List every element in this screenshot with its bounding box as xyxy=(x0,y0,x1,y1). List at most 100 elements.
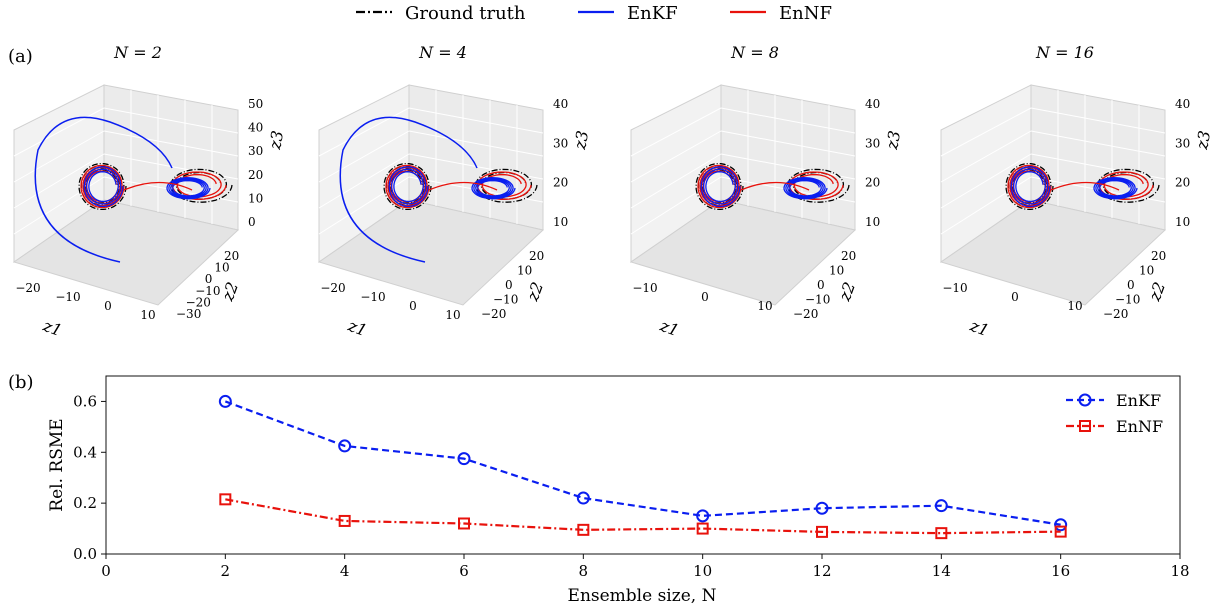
y-axis-ticks: 0.0 0.2 0.4 0.6 xyxy=(73,392,106,563)
x-tick-label: 0 xyxy=(409,299,417,313)
ennf-transition xyxy=(1050,181,1120,191)
grid-line xyxy=(103,107,239,134)
z-tick-label: 10 xyxy=(553,215,568,229)
legend-ennf-label: EnNF xyxy=(779,3,832,24)
data-point-ennf xyxy=(338,514,351,527)
data-point-enkf xyxy=(218,394,232,408)
y-axis-label: Rel. RSME xyxy=(47,418,67,511)
x-tick-label: −10 xyxy=(360,290,385,304)
rmse-plot-frame xyxy=(105,375,1181,555)
z-tick-label: 30 xyxy=(1175,136,1190,150)
y-tick-label: −20 xyxy=(481,307,506,321)
legend-ground-truth-label: Ground truth xyxy=(405,3,526,24)
top-legend: Ground truth EnKF EnNF xyxy=(356,3,832,24)
data-point-enkf xyxy=(934,499,948,513)
y-tick-label: 0 xyxy=(817,278,825,292)
y-tick-label: 0.6 xyxy=(73,392,97,410)
z-tick-label: 30 xyxy=(865,136,880,150)
z-tick-label: 30 xyxy=(248,144,263,158)
x-tick-label: 10 xyxy=(757,299,772,313)
y-tick-label: 0 xyxy=(505,278,513,292)
x-tick-label: −20 xyxy=(15,281,40,295)
z-axis-label: z3 xyxy=(570,129,592,152)
x-axis-label: z1 xyxy=(967,316,992,341)
grid-line xyxy=(940,107,1032,157)
grid-line xyxy=(408,107,544,134)
y-tick-label: 0.2 xyxy=(73,494,97,512)
x-axis-label: z1 xyxy=(40,316,65,341)
data-point-enkf xyxy=(576,491,590,505)
rmse-plot: 0 2 4 6 8 10 12 14 16 18 0.0 0.2 0.4 0.6 Ensemble si… xyxy=(47,375,1190,606)
data-point-ennf xyxy=(458,517,470,530)
x-tick-label: −10 xyxy=(55,290,80,304)
z-axis-label: z3 xyxy=(1192,129,1214,152)
x-tick-label: 0 xyxy=(701,290,709,304)
rmse-legend-enkf-label: EnKF xyxy=(1116,391,1161,410)
ground-truth-trajectory xyxy=(170,168,233,203)
panel-title: N = 8 xyxy=(730,43,779,62)
grid-line xyxy=(630,107,722,157)
grid-line xyxy=(103,130,239,157)
x-tick-label: 0 xyxy=(1011,290,1019,304)
pane-floor xyxy=(317,199,545,306)
panel-a-label: (a) xyxy=(8,46,33,67)
data-point-ennf xyxy=(219,493,232,506)
data-point-enkf xyxy=(338,439,352,453)
grid-line xyxy=(318,130,410,183)
enkf-trajectory xyxy=(388,166,429,208)
panel-b-label: (b) xyxy=(8,372,34,393)
x-tick-label: 10 xyxy=(1067,299,1082,313)
y-tick-label: −20 xyxy=(186,295,211,309)
y-tick-label: −30 xyxy=(176,307,201,321)
pane-floor xyxy=(939,199,1167,306)
y-tick-label: 0.4 xyxy=(73,443,97,461)
data-point-enkf xyxy=(696,509,710,523)
grid-line xyxy=(318,153,410,209)
data-point-enkf xyxy=(815,501,829,515)
x-tick-label: 10 xyxy=(693,562,712,580)
x-tick-label: 18 xyxy=(1170,562,1189,580)
z-tick-label: 40 xyxy=(1175,97,1190,111)
y-tick-label: 0.0 xyxy=(73,545,97,563)
data-point-ennf xyxy=(577,523,590,536)
y-tick-label: −10 xyxy=(1115,293,1140,307)
x-tick-label: 16 xyxy=(1051,562,1070,580)
rmse-legend-ennf-marker xyxy=(1079,420,1091,432)
series-group xyxy=(218,394,1068,540)
panel-title: N = 2 xyxy=(113,43,162,62)
grid-line xyxy=(940,153,1032,209)
grid-line xyxy=(408,130,544,157)
y-tick-label: −20 xyxy=(793,307,818,321)
ground-truth-trajectory xyxy=(787,168,850,203)
enkf-divergent-path xyxy=(34,116,173,263)
enkf-trajectory xyxy=(700,166,741,208)
data-point-enkf xyxy=(457,452,471,466)
grid-line xyxy=(720,107,856,134)
y-tick-label: 0 xyxy=(205,272,213,286)
grid-line xyxy=(1030,107,1166,134)
y-tick-label: −10 xyxy=(805,293,830,307)
y-tick-label: 20 xyxy=(1151,249,1166,263)
z-tick-label: 10 xyxy=(248,191,263,205)
x-tick-label: 0 xyxy=(101,562,111,580)
rmse-legend-ennf-label: EnNF xyxy=(1116,417,1163,436)
attractor-panels: N = 2−20−1001020100−10−20−3001020304050z… xyxy=(12,43,1214,341)
y-tick-label: 20 xyxy=(841,249,856,263)
z-tick-label: 20 xyxy=(865,176,880,190)
y-tick-label: 0 xyxy=(1127,278,1135,292)
attractor-panel: N = 2−20−1001020100−10−20−3001020304050z… xyxy=(12,43,287,341)
grid-line xyxy=(1030,130,1166,157)
x-tick-label: 0 xyxy=(104,299,112,313)
y-tick-label: 10 xyxy=(1139,264,1154,278)
z-tick-label: 20 xyxy=(553,176,568,190)
y-tick-label: 10 xyxy=(517,264,532,278)
grid-line xyxy=(13,130,105,183)
grid-line xyxy=(318,107,410,157)
enkf-trajectory xyxy=(1093,177,1138,200)
ground-truth-trajectory xyxy=(1097,168,1160,203)
grid-line xyxy=(1030,153,1166,180)
enkf-trajectory xyxy=(471,177,516,200)
panel-title: N = 16 xyxy=(1035,43,1094,62)
